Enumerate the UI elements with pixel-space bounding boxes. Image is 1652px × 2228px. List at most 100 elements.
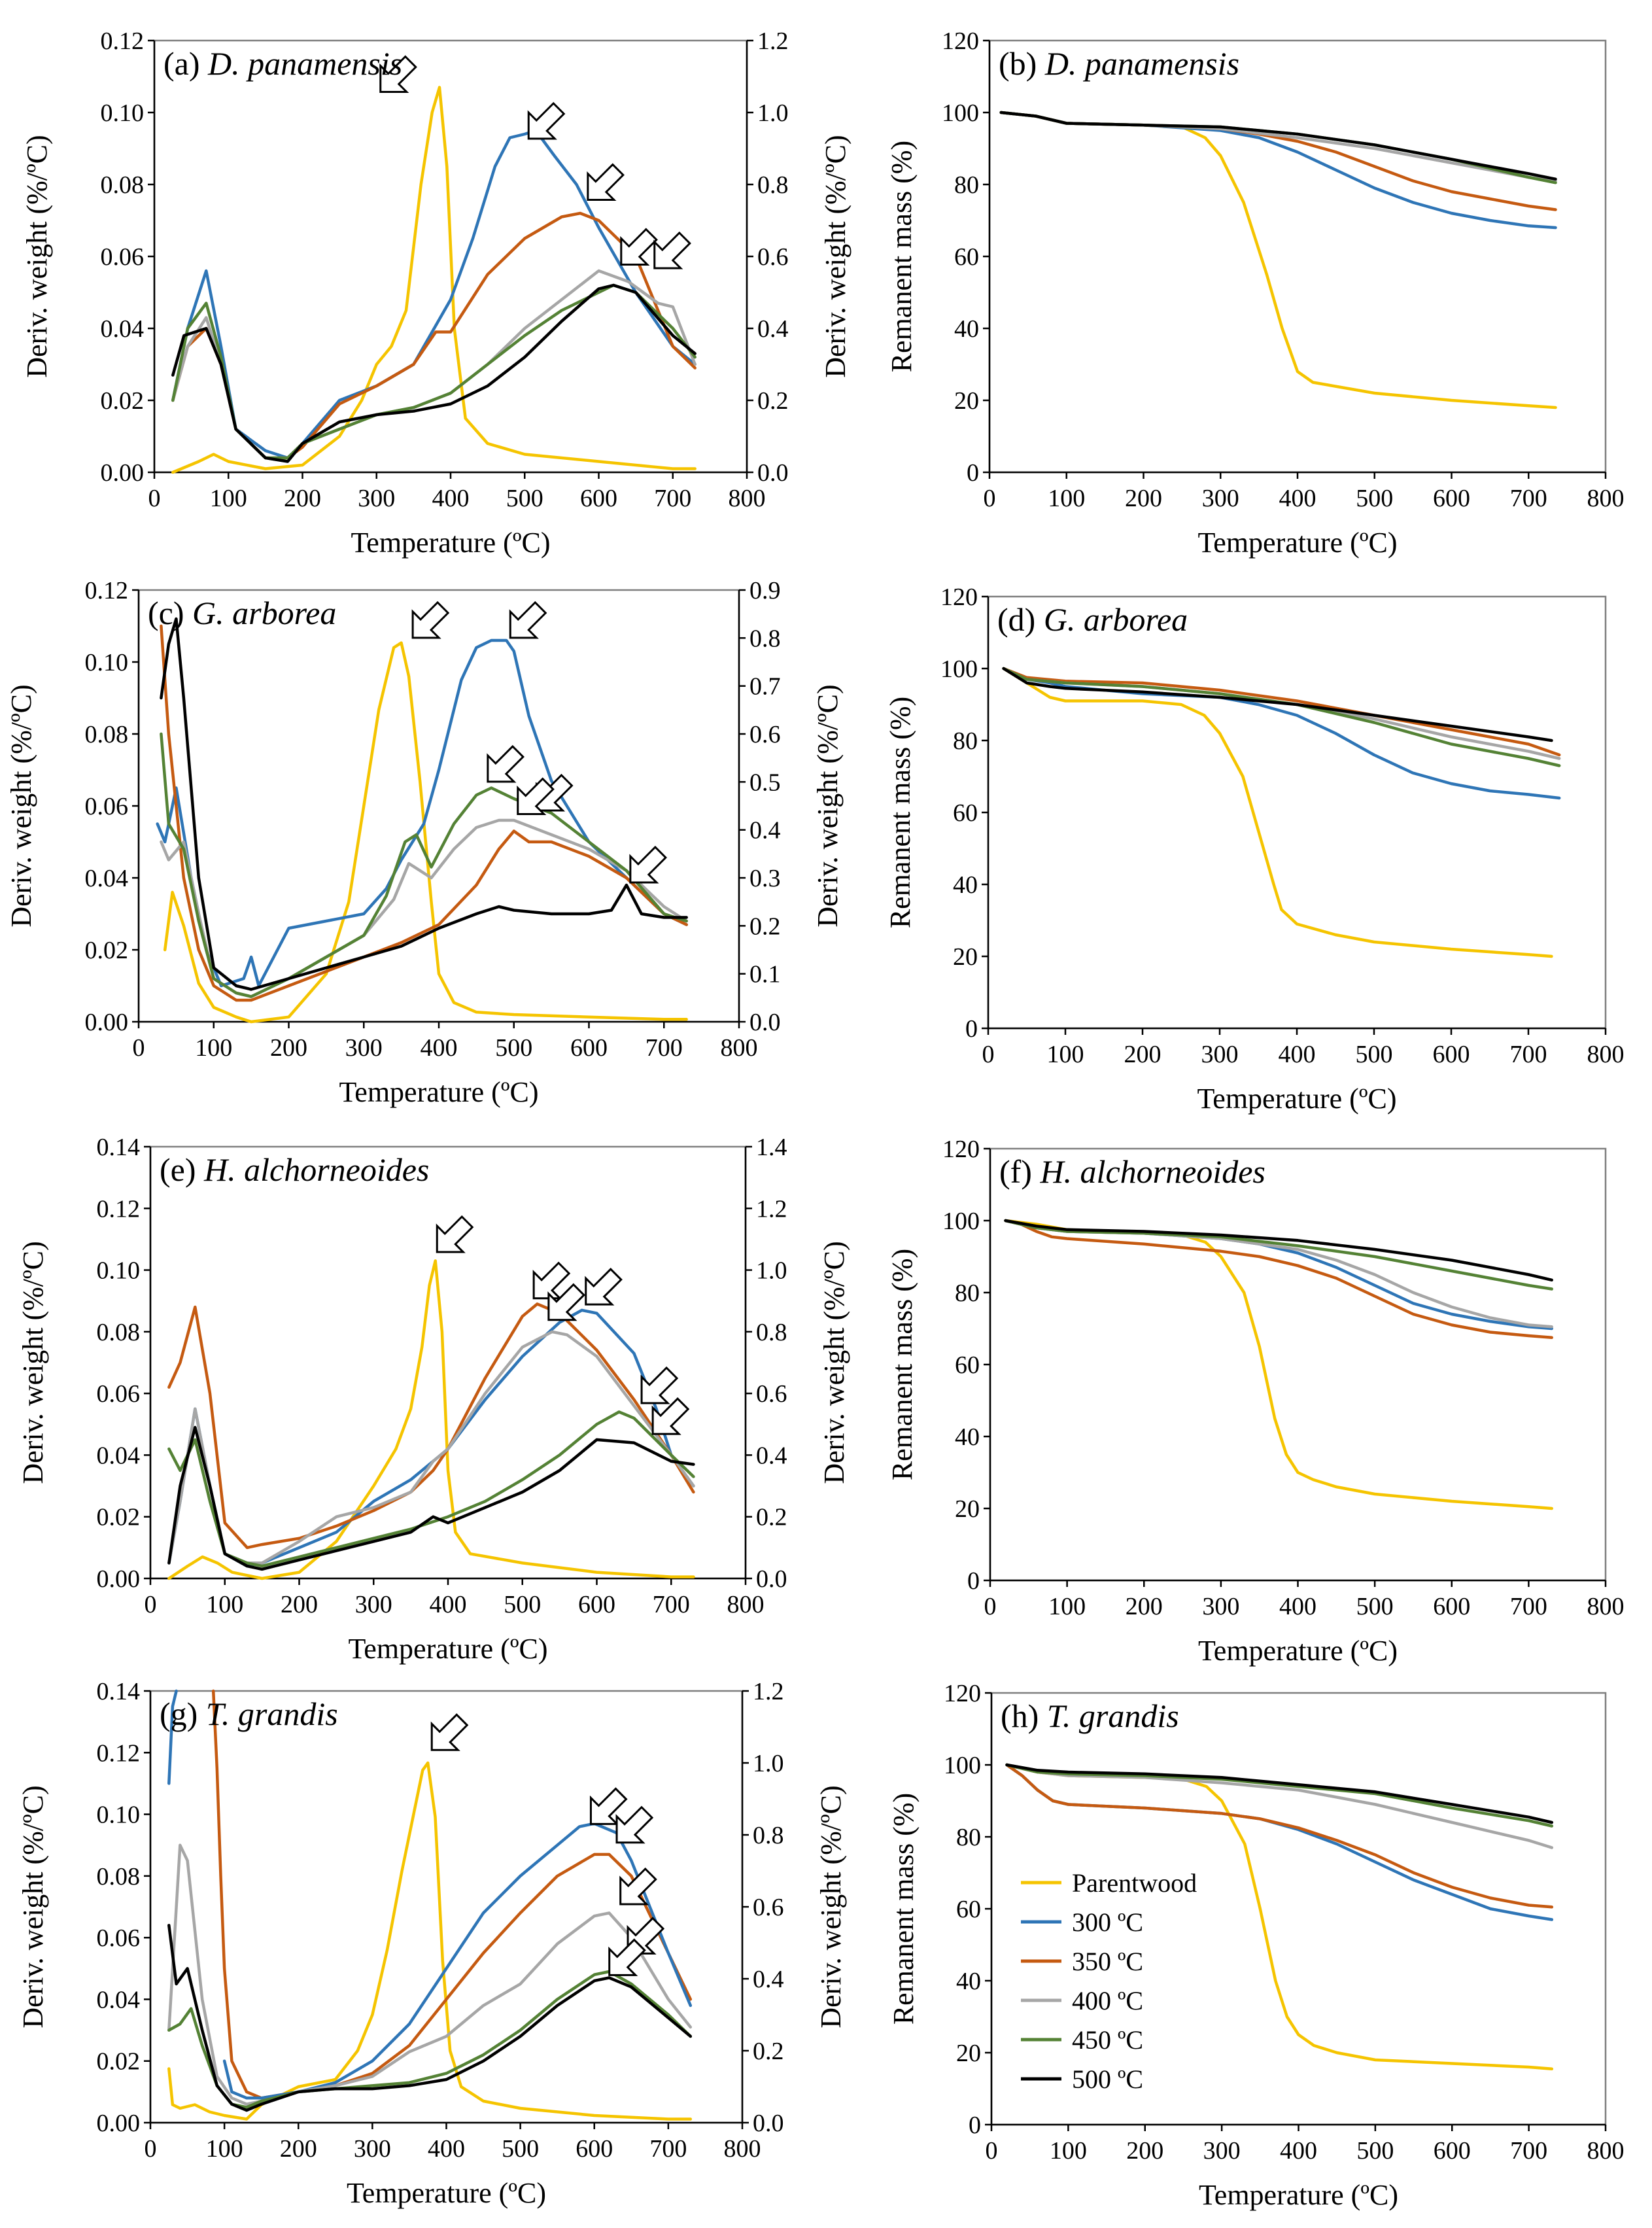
x-tick-label: 300 xyxy=(354,2135,391,2163)
panel-title: (b) D. panamensis xyxy=(999,45,1239,82)
series-line-500 xyxy=(171,283,697,463)
y-tick-label: 20 xyxy=(954,387,979,415)
y-tick-label: 100 xyxy=(940,655,978,683)
series-line-450 xyxy=(1004,1219,1553,1291)
peak-arrow-icon xyxy=(379,55,417,93)
x-tick-label: 100 xyxy=(206,1591,243,1618)
plot-frame xyxy=(149,1145,747,1580)
x-tick-label: 400 xyxy=(421,1034,458,1062)
x-tick-label: 300 xyxy=(1201,1041,1239,1068)
x-tick-label: 600 xyxy=(578,1591,615,1618)
y-tick-label: 0.00 xyxy=(101,459,145,487)
y-tick-label: 0.04 xyxy=(97,1986,141,2013)
x-tick-label: 400 xyxy=(432,485,470,512)
peak-arrow-icon xyxy=(640,1366,679,1404)
y-tick-label: 0.02 xyxy=(85,937,129,964)
y-tick-label: 0.14 xyxy=(97,1134,141,1161)
y-tick-label: 0.00 xyxy=(97,2110,141,2137)
x-tick-label: 400 xyxy=(1279,485,1316,512)
y-axis-label: Remanent mass (%) xyxy=(886,141,918,372)
panel-species: T. grandis xyxy=(206,1696,338,1732)
peak-arrow-icon xyxy=(436,1215,474,1253)
x-tick-label: 0 xyxy=(148,485,161,512)
x-tick-label: 200 xyxy=(281,1591,318,1618)
y-tick-label: 0.04 xyxy=(85,865,129,892)
y-tick-label: 100 xyxy=(944,1752,981,1779)
x-tick-label: 500 xyxy=(1356,485,1393,512)
x-tick-label: 300 xyxy=(345,1034,383,1062)
y-tick-label: 0.02 xyxy=(101,387,145,415)
panel-title: (e) H. alchorneoides xyxy=(160,1151,429,1188)
y2-axis-label: Deriv. weight (%/ºC) xyxy=(812,684,844,927)
y2-tick-label: 0.3 xyxy=(749,865,781,892)
x-tick-label: 700 xyxy=(645,1034,683,1062)
x-tick-label: 500 xyxy=(1356,2137,1394,2165)
panel-h: 0 100 200 300 400 500 600 700 800 0 20 40 60 80 100 120… xyxy=(887,1680,1625,2211)
y2-axis-label: Deriv. weight (%/ºC) xyxy=(815,1785,847,2028)
panel-species: H. alchorneoides xyxy=(1039,1153,1265,1190)
y-tick-label: 0.06 xyxy=(101,243,145,271)
legend-label: Parentwood xyxy=(1072,1868,1197,1898)
legend-label: 350 ºC xyxy=(1072,1947,1143,1976)
y-axis-label: Deriv. weight (%/ºC) xyxy=(21,135,53,377)
y-tick-label: 0.10 xyxy=(101,99,145,127)
peak-arrow-icon xyxy=(619,1867,657,1906)
x-tick-label: 300 xyxy=(1202,1593,1239,1620)
y2-tick-label: 0.4 xyxy=(757,315,789,343)
x-tick-label: 700 xyxy=(649,2135,687,2163)
y-tick-label: 0.02 xyxy=(97,2048,141,2076)
panel-species: G. arborea xyxy=(192,595,336,631)
y-tick-label: 0.10 xyxy=(85,649,129,676)
plot-frame xyxy=(989,1147,1607,1582)
y2-tick-label: 1.0 xyxy=(757,99,789,127)
x-tick-label: 0 xyxy=(984,485,996,512)
y-axis-label: Deriv. weight (%/ºC) xyxy=(5,684,37,927)
panel-species: H. alchorneoides xyxy=(203,1151,429,1188)
x-tick-label: 0 xyxy=(982,1041,995,1068)
series-line-Parentwood xyxy=(163,641,688,1024)
y2-tick-label: 0.2 xyxy=(756,1504,787,1531)
panel-a: 0 100 200 300 400 500 600 700 800 0.00 0.02 0.04 0.0… xyxy=(21,27,852,559)
y-tick-label: 60 xyxy=(953,799,978,827)
legend-label: 300 ºC xyxy=(1072,1907,1143,1937)
y-tick-label: 0.04 xyxy=(97,1442,141,1469)
x-tick-label: 100 xyxy=(1050,2137,1087,2165)
x-tick-label: 400 xyxy=(430,1591,467,1618)
series-line-Parentwood xyxy=(1002,667,1553,958)
panel-species: G. arborea xyxy=(1044,601,1188,638)
x-tick-label: 400 xyxy=(1279,1593,1316,1620)
peak-arrow-icon xyxy=(651,1397,690,1435)
x-tick-label: 100 xyxy=(195,1034,232,1062)
legend-label: 500 ºC xyxy=(1072,2064,1143,2094)
plot-frame xyxy=(149,1690,744,2124)
x-tick-label: 600 xyxy=(1433,1593,1470,1620)
peak-arrow-icon xyxy=(532,1261,571,1300)
y2-axis-label: Deriv. weight (%/ºC) xyxy=(818,1241,850,1484)
y2-tick-label: 0.2 xyxy=(757,387,789,415)
x-tick-label: 600 xyxy=(1433,1041,1470,1068)
y2-tick-label: 0.7 xyxy=(749,673,781,701)
y2-tick-label: 1.0 xyxy=(756,1257,787,1285)
x-tick-label: 300 xyxy=(358,485,395,512)
x-tick-label: 600 xyxy=(1433,485,1470,512)
series-line-500 xyxy=(1005,1763,1554,1824)
peak-arrow-icon xyxy=(589,1787,628,1825)
x-tick-label: 800 xyxy=(1587,1041,1625,1068)
series-line-350 xyxy=(1004,1219,1553,1340)
series-line-300 xyxy=(167,1689,178,1785)
x-tick-label: 500 xyxy=(1356,1041,1393,1068)
y2-tick-label: 0.4 xyxy=(753,1966,784,1993)
y2-tick-label: 1.2 xyxy=(756,1195,787,1223)
panel-f: 0 100 200 300 400 500 600 700 800 0 20 40 60 80 100 120… xyxy=(886,1136,1625,1667)
peak-arrow-icon xyxy=(608,1938,646,1976)
series-line-450 xyxy=(167,1410,695,1568)
y2-tick-label: 0.0 xyxy=(753,2110,784,2137)
y-axis-label: Deriv. weight (%/ºC) xyxy=(17,1241,49,1484)
series-line-450 xyxy=(171,283,697,460)
plot-frame xyxy=(137,589,740,1023)
y2-tick-label: 0.6 xyxy=(757,243,789,271)
x-tick-label: 800 xyxy=(721,1034,758,1062)
x-tick-label: 200 xyxy=(1126,1593,1163,1620)
y-tick-label: 0.06 xyxy=(97,1924,141,1952)
peak-arrow-icon xyxy=(430,1713,469,1751)
